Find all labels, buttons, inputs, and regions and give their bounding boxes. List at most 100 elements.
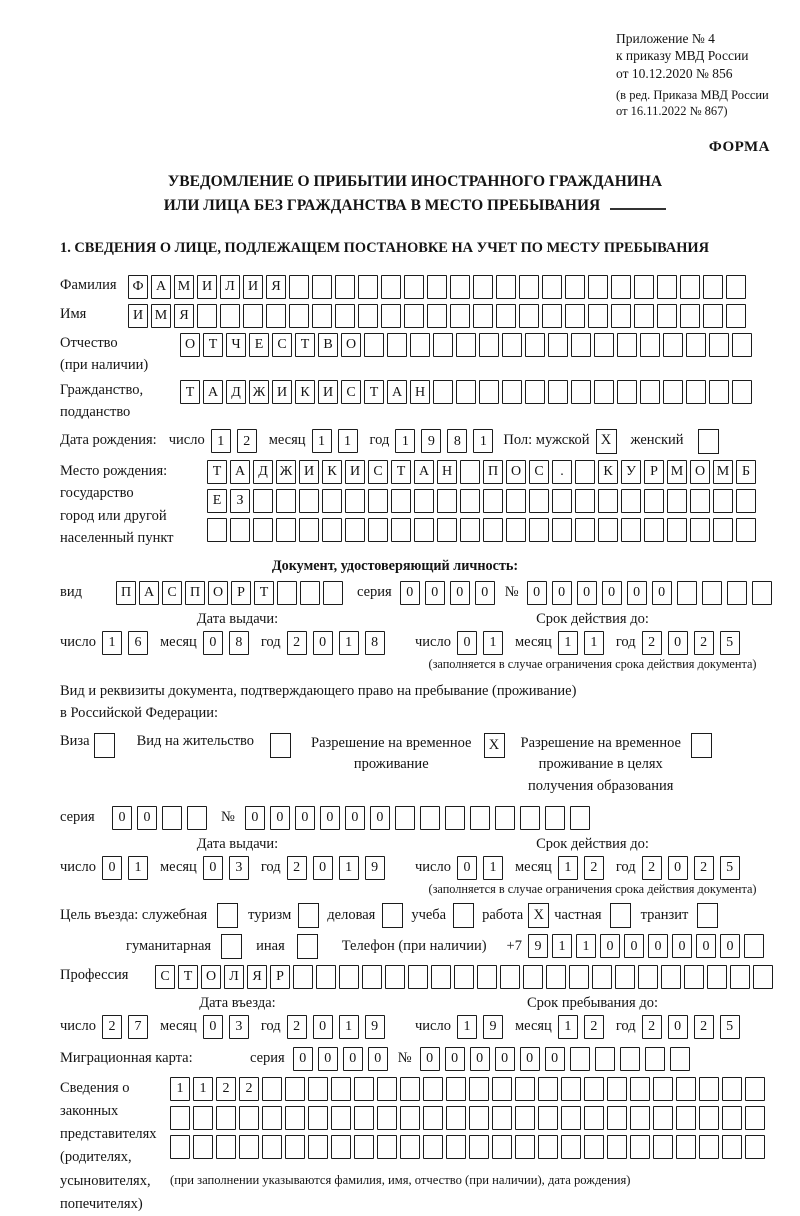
char-cell[interactable] xyxy=(335,303,355,328)
char-cell[interactable]: 9 xyxy=(364,1014,385,1039)
char-cell[interactable] xyxy=(676,580,697,605)
char-cell[interactable]: 2 xyxy=(286,630,307,655)
char-cell[interactable] xyxy=(427,303,447,328)
char-cell[interactable]: 2 xyxy=(101,1014,122,1039)
char-cell[interactable] xyxy=(745,1105,765,1130)
char-cell[interactable]: 0 xyxy=(342,1046,363,1071)
char-cell[interactable]: 1 xyxy=(210,429,231,454)
char-cell[interactable] xyxy=(354,1105,374,1130)
char-cell[interactable]: 0 xyxy=(449,580,470,605)
char-cell[interactable] xyxy=(368,488,388,513)
char-cell[interactable]: 0 xyxy=(671,934,692,959)
char-cell[interactable]: С xyxy=(162,580,182,605)
char-cell[interactable] xyxy=(571,332,591,357)
char-cell[interactable] xyxy=(469,1076,489,1101)
char-cell[interactable] xyxy=(542,303,562,328)
char-cell[interactable] xyxy=(483,488,503,513)
char-cell[interactable]: 1 xyxy=(127,855,148,880)
char-cell[interactable] xyxy=(745,1076,765,1101)
char-cell[interactable] xyxy=(542,274,562,299)
char-cell[interactable]: 0 xyxy=(647,934,668,959)
char-cell[interactable]: 1 xyxy=(482,630,503,655)
char-cell[interactable]: С xyxy=(155,964,175,989)
char-cell[interactable] xyxy=(492,1134,512,1159)
char-cell[interactable]: Ж xyxy=(249,380,269,405)
char-cell[interactable] xyxy=(431,964,451,989)
char-cell[interactable]: 3 xyxy=(228,855,249,880)
char-cell[interactable] xyxy=(331,1105,351,1130)
char-cell[interactable] xyxy=(611,303,631,328)
char-cell[interactable]: Т xyxy=(207,459,227,484)
char-cell[interactable]: 1 xyxy=(395,429,416,454)
char-cell[interactable]: 0 xyxy=(202,855,223,880)
char-cell[interactable]: С xyxy=(272,332,292,357)
char-cell[interactable] xyxy=(354,1076,374,1101)
char-cell[interactable] xyxy=(644,517,664,542)
char-cell[interactable]: 0 xyxy=(101,855,122,880)
char-cell[interactable] xyxy=(450,303,470,328)
char-cell[interactable] xyxy=(243,303,263,328)
residence-permit-checkbox[interactable] xyxy=(270,732,292,758)
char-cell[interactable]: 1 xyxy=(337,429,358,454)
char-cell[interactable] xyxy=(726,580,747,605)
char-cell[interactable]: О xyxy=(201,964,221,989)
char-cell[interactable] xyxy=(607,1076,627,1101)
char-cell[interactable] xyxy=(437,517,457,542)
char-cell[interactable]: 0 xyxy=(667,855,688,880)
char-cell[interactable] xyxy=(644,488,664,513)
char-cell[interactable] xyxy=(607,1134,627,1159)
char-cell[interactable]: С xyxy=(368,459,388,484)
char-cell[interactable]: М xyxy=(174,274,194,299)
purpose-business-checkbox[interactable] xyxy=(382,902,404,928)
char-cell[interactable] xyxy=(454,964,474,989)
char-cell[interactable] xyxy=(285,1105,305,1130)
char-cell[interactable] xyxy=(640,380,660,405)
char-cell[interactable] xyxy=(667,488,687,513)
char-cell[interactable]: 0 xyxy=(202,630,223,655)
char-cell[interactable]: 0 xyxy=(419,1046,440,1071)
char-cell[interactable]: У xyxy=(621,459,641,484)
char-cell[interactable]: О xyxy=(506,459,526,484)
char-cell[interactable] xyxy=(456,332,476,357)
char-cell[interactable] xyxy=(680,303,700,328)
purpose-private-checkbox[interactable] xyxy=(609,902,631,928)
char-cell[interactable]: 0 xyxy=(544,1046,565,1071)
char-cell[interactable]: 0 xyxy=(319,805,340,830)
char-cell[interactable]: 1 xyxy=(193,1076,213,1101)
char-cell[interactable]: О xyxy=(180,332,200,357)
char-cell[interactable]: Р xyxy=(231,580,251,605)
char-cell[interactable]: И xyxy=(318,380,338,405)
char-cell[interactable]: 0 xyxy=(312,630,333,655)
char-cell[interactable] xyxy=(433,332,453,357)
char-cell[interactable]: П xyxy=(185,580,205,605)
char-cell[interactable] xyxy=(515,1105,535,1130)
char-cell[interactable] xyxy=(722,1076,742,1101)
char-cell[interactable] xyxy=(331,1134,351,1159)
char-cell[interactable] xyxy=(525,332,545,357)
char-cell[interactable] xyxy=(410,332,430,357)
char-cell[interactable]: Н xyxy=(437,459,457,484)
char-cell[interactable] xyxy=(736,517,756,542)
char-cell[interactable]: 0 xyxy=(137,805,157,830)
char-cell[interactable] xyxy=(621,517,641,542)
char-cell[interactable]: 0 xyxy=(469,1046,490,1071)
char-cell[interactable] xyxy=(170,1105,190,1130)
char-cell[interactable] xyxy=(753,964,773,989)
char-cell[interactable] xyxy=(667,517,687,542)
char-cell[interactable]: Ф xyxy=(128,274,148,299)
char-cell[interactable] xyxy=(588,274,608,299)
char-cell[interactable] xyxy=(653,1105,673,1130)
char-cell[interactable] xyxy=(619,1046,640,1071)
char-cell[interactable] xyxy=(322,488,342,513)
char-cell[interactable]: 0 xyxy=(399,580,420,605)
char-cell[interactable] xyxy=(394,805,415,830)
char-cell[interactable] xyxy=(676,1076,696,1101)
temp-residence-checkbox[interactable]: X xyxy=(483,732,505,758)
sex-male-checkbox[interactable]: X xyxy=(595,428,617,454)
char-cell[interactable]: 9 xyxy=(364,855,385,880)
char-cell[interactable]: 6 xyxy=(127,630,148,655)
char-cell[interactable]: 1 xyxy=(551,934,572,959)
char-cell[interactable]: 2 xyxy=(239,1076,259,1101)
char-cell[interactable] xyxy=(456,380,476,405)
char-cell[interactable]: 0 xyxy=(551,580,572,605)
